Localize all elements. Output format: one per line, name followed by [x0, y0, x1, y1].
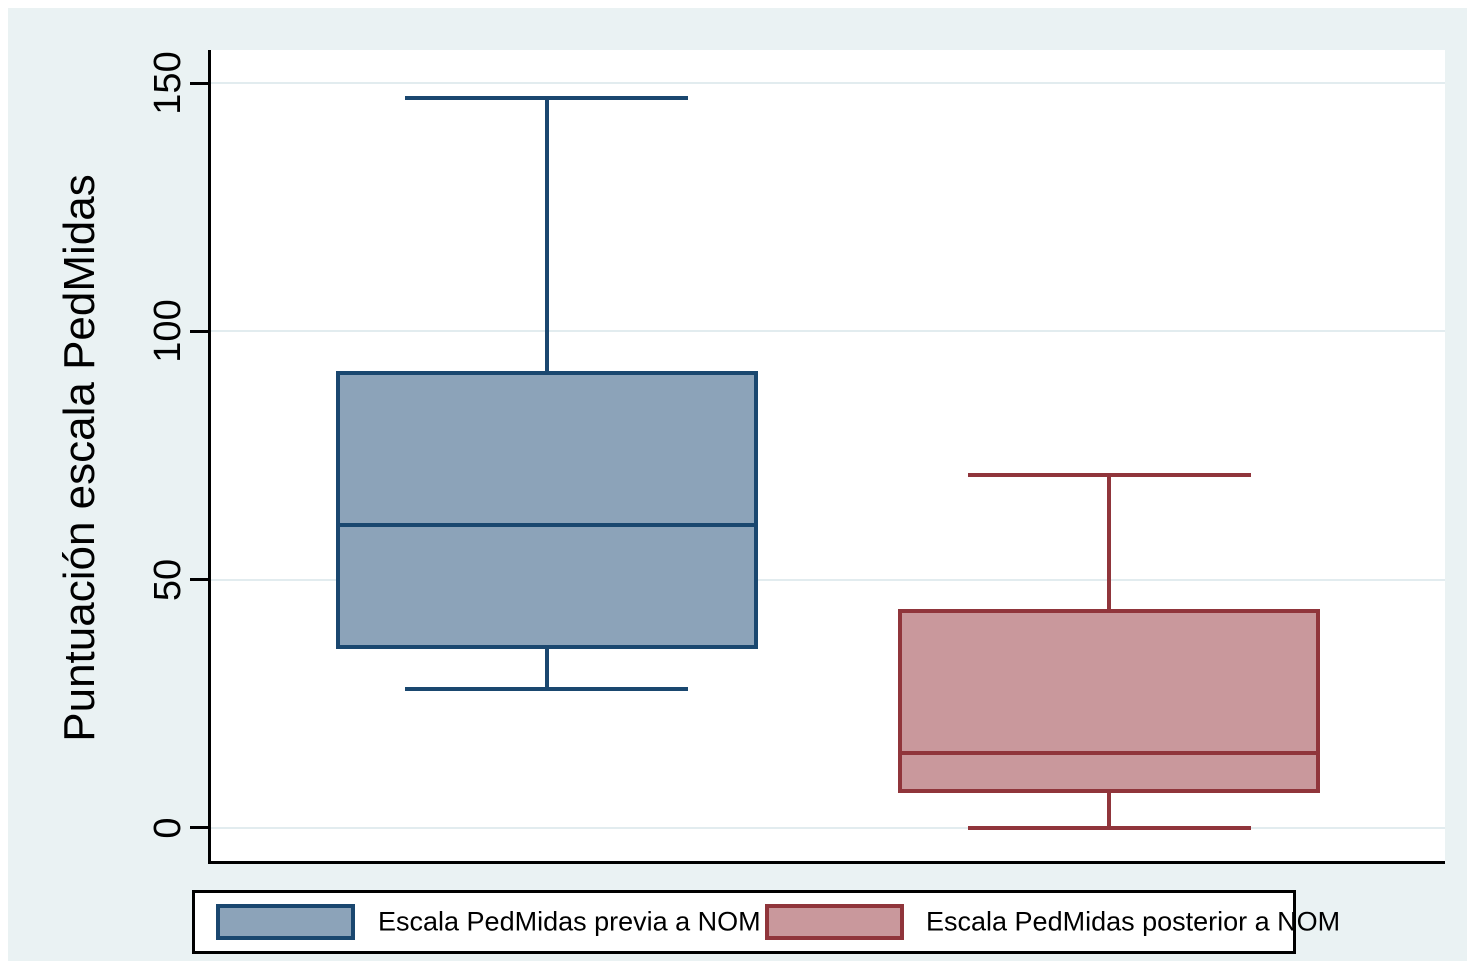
median-posterior — [902, 751, 1317, 756]
gridline-150 — [211, 82, 1445, 85]
x-axis-line — [208, 861, 1445, 864]
gridline-50 — [211, 578, 1445, 581]
legend-label-previa: Escala PedMidas previa a NOM — [378, 906, 761, 937]
gridline-100 — [211, 330, 1445, 333]
legend-swatch-previa — [216, 904, 355, 940]
gridline-0 — [211, 826, 1445, 829]
y-tick-0 — [190, 826, 208, 830]
box-posterior — [898, 609, 1321, 793]
whisker-cap-lower-previa — [405, 686, 689, 691]
y-axis-line — [208, 50, 211, 864]
y-tick-label-150: 150 — [147, 51, 189, 115]
y-axis-title: Puntuación escala PedMidas — [55, 174, 104, 742]
legend: Escala PedMidas previa a NOM Escala PedM… — [192, 890, 1340, 954]
median-previa — [339, 522, 754, 527]
legend-swatch-posterior — [765, 904, 904, 940]
y-tick-150 — [190, 81, 208, 85]
y-tick-label-50: 50 — [147, 558, 189, 601]
y-tick-50 — [190, 578, 208, 582]
whisker-upper-posterior — [1107, 475, 1112, 610]
legend-label-posterior: Escala PedMidas posterior a NOM — [926, 906, 1341, 937]
y-tick-label-0: 0 — [147, 817, 189, 839]
whisker-upper-previa — [544, 98, 549, 372]
y-tick-100 — [190, 329, 208, 333]
y-tick-label-100: 100 — [147, 299, 189, 364]
whisker-lower-posterior — [1107, 793, 1112, 828]
whisker-lower-previa — [544, 649, 549, 689]
whisker-cap-upper-previa — [405, 96, 689, 101]
plot-area — [211, 50, 1445, 861]
whisker-cap-lower-posterior — [967, 825, 1251, 830]
box-previa — [335, 371, 758, 650]
figure: Puntuación escala PedMidas Escala PedMid… — [8, 8, 1467, 961]
whisker-cap-upper-posterior — [967, 473, 1251, 478]
